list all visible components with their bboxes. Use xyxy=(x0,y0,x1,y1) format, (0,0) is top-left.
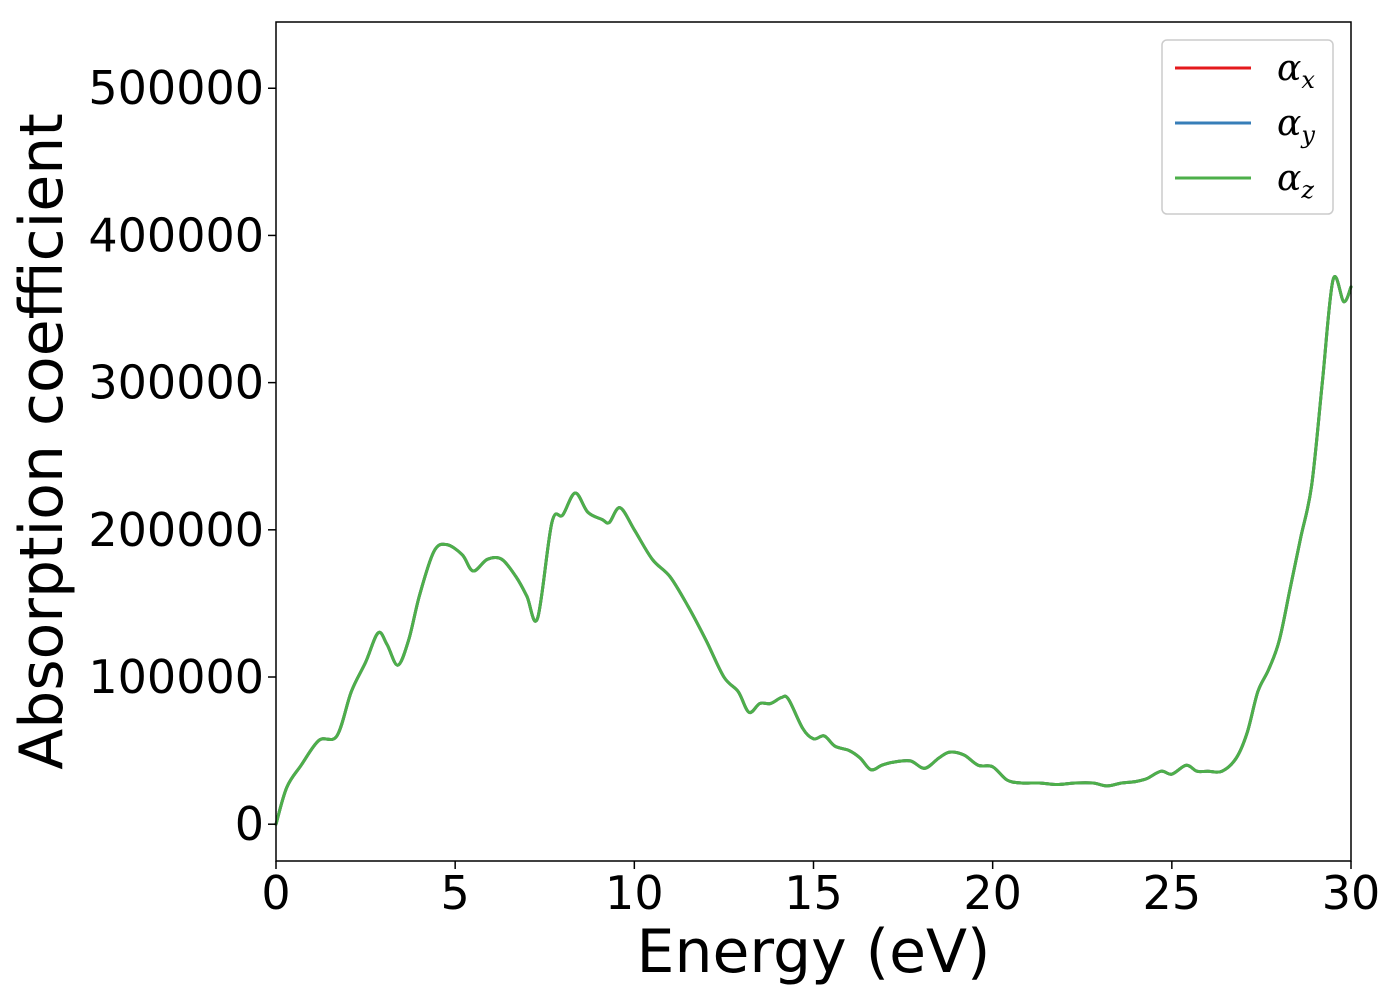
x-tick-label: 10 xyxy=(605,866,664,920)
y-tick-label: 300000 xyxy=(88,356,264,410)
x-tick-label: 5 xyxy=(441,866,470,920)
y-tick-label: 0 xyxy=(235,797,264,851)
y-tick-label: 500000 xyxy=(88,61,264,115)
y-tick-label: 100000 xyxy=(88,650,264,704)
y-tick-label: 400000 xyxy=(88,208,264,262)
x-axis-label: Energy (eV) xyxy=(637,917,991,987)
y-axis-ticks: 0 100000 200000 300000 400000 500000 xyxy=(88,61,276,851)
legend-label-x: αx xyxy=(1277,48,1315,94)
series-line-z xyxy=(274,275,1353,826)
x-tick-label: 25 xyxy=(1143,866,1202,920)
x-tick-label: 30 xyxy=(1322,866,1381,920)
series-layer xyxy=(274,275,1353,826)
legend: αx αy αz xyxy=(1161,39,1334,215)
legend-items: αx αy αz xyxy=(1175,48,1315,204)
legend-label-z: αz xyxy=(1277,158,1314,204)
legend-label-y: αy xyxy=(1277,103,1315,149)
x-tick-label: 0 xyxy=(261,866,290,920)
y-tick-label: 200000 xyxy=(88,503,264,557)
x-tick-label: 20 xyxy=(963,866,1022,920)
x-axis-ticks: 0 5 10 15 20 25 30 xyxy=(261,861,1380,920)
y-axis-label: Absorption coefficient xyxy=(7,113,77,770)
legend-box xyxy=(1161,39,1334,215)
x-tick-label: 15 xyxy=(784,866,843,920)
